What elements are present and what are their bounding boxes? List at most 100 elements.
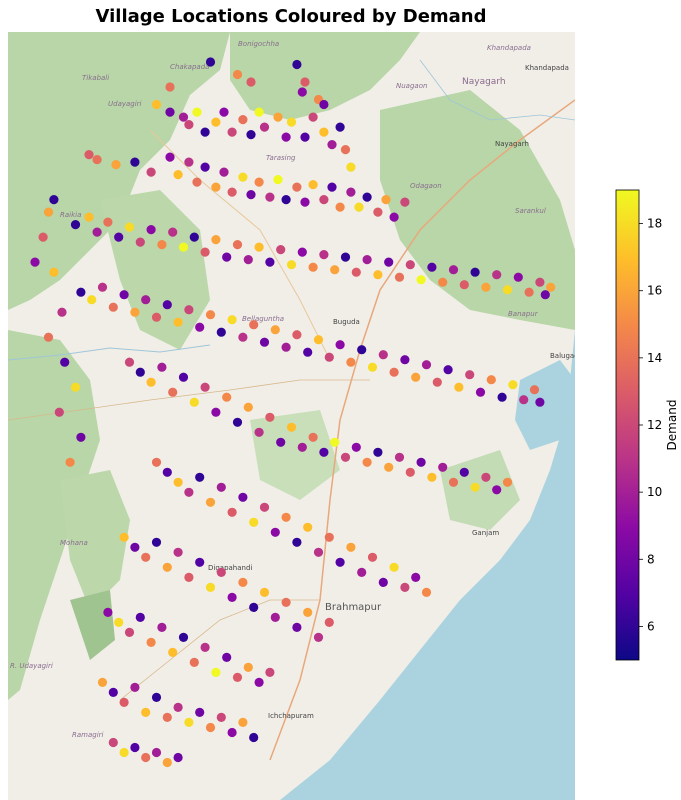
colorbar: 6 8 10 12 14 16 18 Demand — [615, 189, 679, 661]
village-point — [162, 300, 172, 310]
village-point — [195, 707, 205, 718]
village-point — [502, 285, 513, 295]
village-point — [211, 182, 221, 192]
village-point — [351, 267, 361, 277]
village-point — [254, 677, 264, 688]
village-point — [486, 375, 496, 385]
village-point — [216, 712, 226, 723]
village-point — [448, 477, 459, 487]
village-point — [65, 457, 75, 467]
village-point — [492, 270, 502, 280]
village-point — [178, 372, 189, 382]
village-point — [103, 217, 113, 227]
village-point — [259, 337, 270, 347]
village-point — [49, 195, 59, 205]
village-point — [249, 732, 259, 743]
village-point — [189, 232, 199, 242]
place-label: Nuagaon — [396, 82, 427, 90]
village-point — [130, 682, 140, 693]
village-point — [108, 737, 118, 748]
village-point — [389, 367, 399, 377]
village-point — [92, 227, 102, 237]
place-label: Mohana — [60, 539, 88, 547]
village-point — [173, 702, 183, 713]
village-point — [540, 290, 550, 300]
village-point — [319, 250, 329, 260]
village-point — [281, 342, 291, 352]
village-point — [130, 542, 140, 552]
village-point — [135, 237, 145, 247]
village-point — [243, 255, 253, 265]
village-point — [335, 557, 345, 567]
lagoon — [515, 360, 575, 450]
place-label: Odagaon — [410, 182, 442, 190]
village-point — [108, 687, 118, 698]
city-label: Brahmapur — [325, 602, 382, 613]
village-point — [216, 482, 226, 492]
village-point — [259, 122, 270, 132]
village-point — [276, 437, 286, 447]
village-point — [265, 257, 275, 267]
village-point — [394, 272, 405, 282]
village-point — [205, 57, 216, 67]
village-point — [324, 352, 334, 362]
village-point — [346, 162, 356, 172]
village-point — [373, 447, 383, 457]
village-point — [211, 117, 221, 127]
village-point — [54, 407, 64, 417]
place-label: R. Udayagiri — [10, 662, 53, 670]
village-point — [535, 397, 545, 407]
village-point — [459, 467, 469, 477]
village-point — [195, 472, 205, 482]
village-point — [400, 355, 410, 365]
village-point — [168, 647, 178, 658]
place-label: Nayagarh — [495, 140, 529, 148]
village-point — [529, 385, 540, 395]
village-point — [270, 612, 280, 623]
village-point — [43, 207, 54, 217]
road — [149, 129, 331, 361]
village-point — [205, 497, 216, 507]
village-points — [30, 57, 556, 768]
place-label: Bonigochha — [238, 40, 279, 48]
village-point — [114, 232, 124, 242]
village-point — [254, 177, 264, 187]
village-point — [192, 107, 202, 117]
village-point — [211, 235, 221, 245]
village-point — [243, 662, 253, 673]
village-point — [168, 227, 178, 237]
village-point — [367, 362, 378, 372]
village-point — [381, 195, 391, 205]
village-point — [184, 572, 194, 583]
place-label: Udayagiri — [108, 100, 142, 108]
village-point — [227, 727, 237, 738]
village-point — [238, 577, 248, 588]
village-point — [524, 287, 534, 297]
village-point — [362, 192, 372, 202]
place-label: Ramagiri — [72, 731, 104, 739]
village-point — [227, 507, 237, 517]
village-point — [270, 325, 280, 335]
village-point — [168, 387, 178, 397]
village-point — [227, 187, 237, 197]
forest-area — [250, 410, 340, 500]
village-point — [411, 572, 421, 583]
place-label: Tikabali — [82, 74, 109, 82]
village-point — [300, 197, 310, 207]
village-point — [84, 212, 94, 222]
village-point — [384, 462, 394, 472]
village-point — [508, 380, 518, 390]
village-point — [232, 417, 243, 427]
village-point — [184, 305, 194, 315]
village-point — [297, 247, 307, 257]
colorbar-bar — [615, 189, 640, 661]
village-point — [200, 382, 210, 392]
forest-area — [440, 450, 520, 530]
village-point — [238, 115, 248, 125]
colorbar-tick-label: 18 — [647, 217, 662, 231]
village-point — [324, 532, 334, 542]
village-point — [340, 252, 351, 262]
village-point — [173, 477, 183, 487]
sea-area — [280, 330, 575, 800]
village-point — [173, 752, 183, 763]
